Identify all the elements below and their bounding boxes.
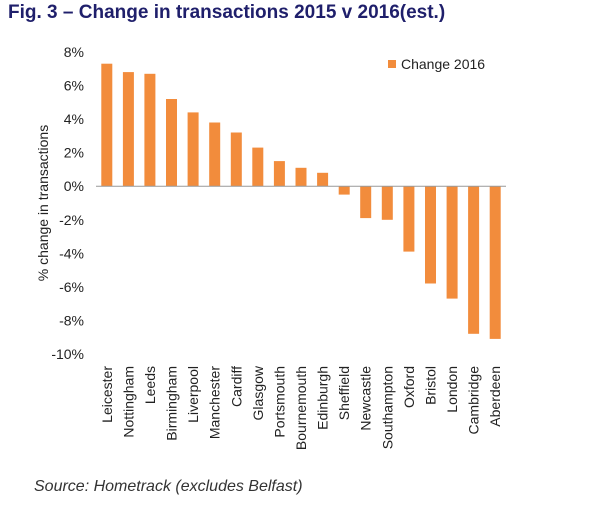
x-tick-label: Nottingham <box>120 366 136 438</box>
bar-leicester <box>101 63 113 187</box>
y-axis-ticks: 8% 6% 4% 2% 0% -2% -4% -6% -8% -10% <box>51 44 84 362</box>
x-tick-label: Portsmouth <box>271 366 287 438</box>
bar-nottingham <box>122 72 134 187</box>
bar-portsmouth <box>273 161 285 187</box>
bar-series <box>101 63 501 339</box>
y-axis-label: % change in transactions <box>35 125 51 281</box>
x-tick-label: Edinburgh <box>315 366 331 430</box>
bar-edinburgh <box>317 172 329 187</box>
x-tick-label: Leeds <box>142 366 158 404</box>
bar-manchester <box>209 122 221 187</box>
x-axis-category-labels: Leicester Nottingham Leeds Birmingham Liverp… <box>99 365 503 450</box>
bar-newcastle <box>360 186 372 219</box>
bar-cambridge <box>468 186 480 334</box>
y-tick-label: 8% <box>64 44 84 60</box>
bar-glasgow <box>252 147 264 187</box>
bar-leeds <box>144 73 156 187</box>
bar-london <box>446 186 458 299</box>
x-tick-label: Birmingham <box>164 366 180 441</box>
y-tick-label: -2% <box>59 212 84 228</box>
x-tick-label: Newcastle <box>358 366 374 431</box>
y-tick-label: -10% <box>51 346 84 362</box>
bar-bristol <box>425 186 436 284</box>
legend-swatch <box>388 60 396 68</box>
source-note: Source: Hometrack (excludes Belfast) <box>34 478 303 495</box>
x-tick-label: Cardiff <box>228 366 244 407</box>
x-tick-label: London <box>444 366 460 413</box>
x-tick-label: Bournemouth <box>293 366 309 450</box>
x-tick-label: Aberdeen <box>487 366 503 427</box>
x-tick-label: Southampton <box>379 366 395 449</box>
chart-title: Fig. 3 – Change in transactions 2015 v 2… <box>8 2 446 23</box>
x-tick-label: Sheffield <box>336 366 352 420</box>
y-tick-label: -4% <box>59 245 84 261</box>
bar-aberdeen <box>489 186 501 339</box>
x-tick-label: Oxford <box>401 366 417 408</box>
y-tick-label: 0% <box>64 178 84 194</box>
bar-birmingham <box>166 99 177 187</box>
x-tick-label: Bristol <box>423 366 439 405</box>
x-tick-label: Glasgow <box>250 365 266 420</box>
y-tick-label: 6% <box>64 78 84 94</box>
y-axis-label-group: % change in transactions <box>35 125 51 281</box>
x-tick-label: Liverpool <box>185 366 201 423</box>
y-tick-label: 2% <box>64 145 84 161</box>
y-tick-label: -8% <box>59 312 84 328</box>
bar-bournemouth <box>295 167 307 187</box>
x-tick-label: Manchester <box>207 366 223 439</box>
bar-oxford <box>403 186 415 252</box>
bar-southampton <box>381 186 393 220</box>
bar-liverpool <box>187 112 199 187</box>
legend: Change 2016 <box>388 56 485 72</box>
y-tick-label: -6% <box>59 279 84 295</box>
x-tick-label: Leicester <box>99 366 115 423</box>
x-tick-label: Cambridge <box>466 366 482 435</box>
legend-label: Change 2016 <box>401 56 485 72</box>
y-tick-label: 4% <box>64 111 84 127</box>
bar-sheffield <box>338 186 350 195</box>
bar-cardiff <box>230 132 242 187</box>
